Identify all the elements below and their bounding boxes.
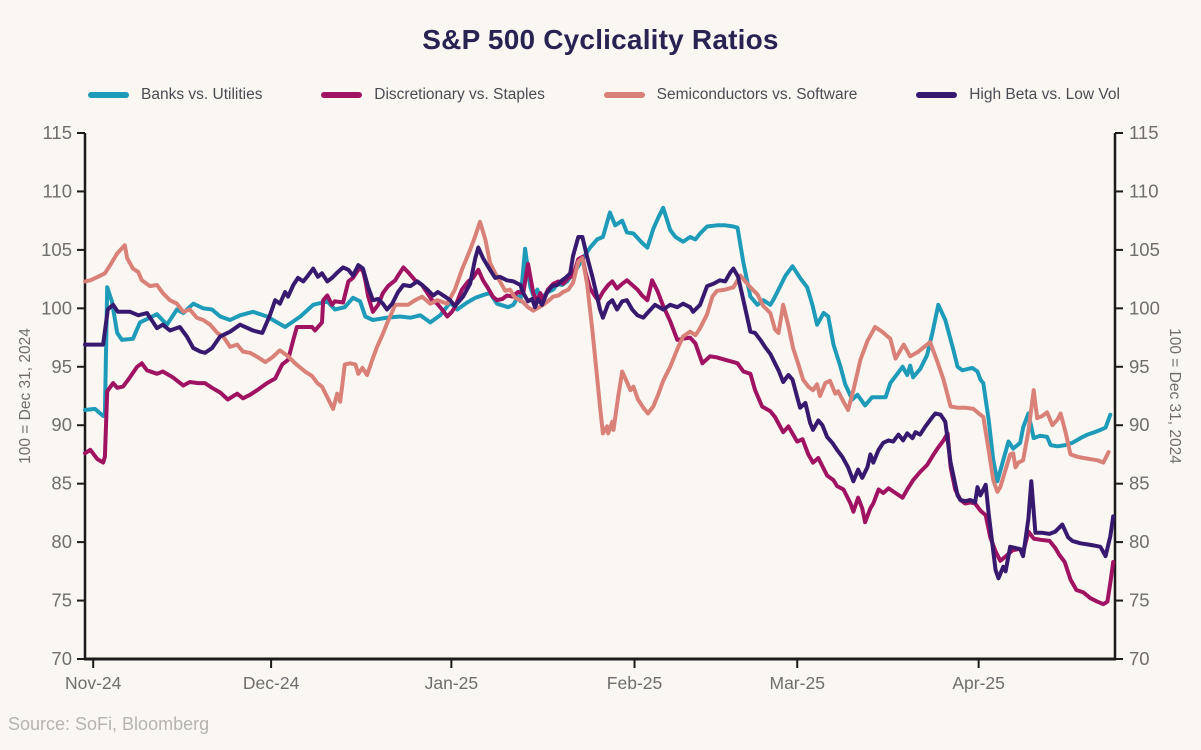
series-line-2 (83, 219, 1111, 494)
chart-title: S&P 500 Cyclicality Ratios (422, 24, 779, 55)
y-tick-label-left: 75 (51, 590, 72, 611)
y-tick-label-left: 105 (41, 239, 72, 260)
y-tick-label-left: 70 (51, 648, 72, 669)
x-tick-label: Mar-25 (770, 673, 825, 693)
legend-swatch-icon (916, 92, 958, 98)
y-tick-label-left: 80 (51, 531, 72, 552)
y-tick-label-left: 85 (51, 473, 72, 494)
y-tick-label-left: 100 (41, 297, 72, 318)
legend-item-banks-vs-utilities: Banks vs. Utilities (88, 86, 262, 104)
legend: Banks vs. Utilities Discretionary vs. St… (88, 84, 1120, 106)
y-tick-label-right: 100 (1129, 297, 1160, 318)
legend-swatch-icon (88, 92, 129, 98)
y-tick-label-right: 115 (1129, 122, 1159, 143)
y-tick-label-right: 75 (1129, 590, 1150, 611)
y-tick-label-right: 70 (1129, 648, 1150, 669)
y-tick-label-left: 115 (43, 122, 73, 143)
legend-item-semiconductors-vs-software: Semiconductors vs. Software (603, 86, 858, 104)
x-tick-label: Nov-24 (65, 673, 122, 693)
y-axis-title-right: 100 = Dec 31, 2024 (1166, 328, 1183, 464)
legend-item-discretionary-vs-staples: Discretionary vs. Staples (321, 86, 545, 104)
legend-swatch-icon (321, 92, 363, 98)
y-tick-label-right: 80 (1129, 531, 1150, 552)
source-note: Source: SoFi, Bloomberg (8, 714, 210, 734)
legend-label: Banks vs. Utilities (141, 86, 263, 103)
y-tick-label-right: 110 (1129, 180, 1159, 201)
x-tick-label: Jan-25 (425, 673, 479, 693)
legend-swatch-icon (603, 92, 645, 98)
legend-label: Semiconductors vs. Software (656, 86, 858, 103)
y-tick-label-left: 95 (51, 356, 72, 377)
x-tick-label: Feb-25 (607, 673, 662, 693)
y-tick-label-right: 105 (1129, 239, 1160, 260)
series-line-3 (83, 235, 1116, 581)
y-tick-label-left: 90 (51, 414, 72, 435)
x-tick-label: Apr-25 (952, 673, 1005, 693)
x-tick-label: Dec-24 (243, 673, 300, 693)
y-tick-label-right: 95 (1129, 356, 1150, 377)
legend-item-high-beta-vs-low-vol: High Beta vs. Low Vol (916, 86, 1120, 104)
y-tick-label-right: 85 (1129, 473, 1150, 494)
legend-label: Discretionary vs. Staples (374, 86, 545, 103)
y-tick-label-left: 110 (43, 180, 73, 201)
y-axis-title-left: 100 = Dec 31, 2024 (17, 328, 34, 464)
legend-label: High Beta vs. Low Vol (969, 86, 1120, 103)
y-tick-label-right: 90 (1129, 414, 1150, 435)
